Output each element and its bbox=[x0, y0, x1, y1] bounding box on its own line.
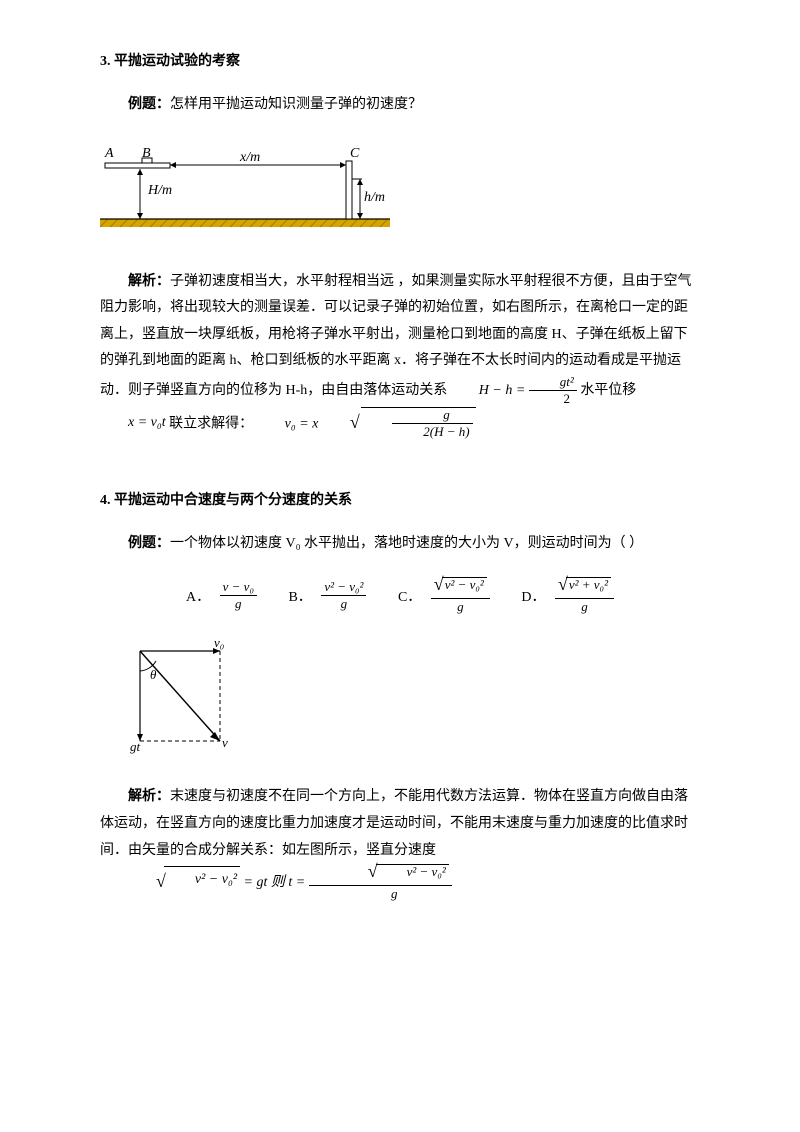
section4-title: 4. 平抛运动中合速度与两个分速度的关系 bbox=[100, 489, 700, 509]
eq-fall-lhs: H − h = bbox=[479, 383, 526, 398]
section4-diagram: v₀ gt v θ bbox=[130, 639, 700, 764]
column bbox=[346, 161, 352, 219]
H-arrow-top bbox=[137, 169, 143, 175]
diagram1-svg: A B C H/m x/m h/m bbox=[100, 139, 390, 239]
eq-fall-num: gt² bbox=[529, 375, 577, 391]
label-B: B bbox=[142, 146, 151, 161]
problem-text-4: 一个物体以初速度 V₀ 水平抛出，落地时速度的大小为 V，则运动时间为（ ） bbox=[170, 536, 643, 551]
opt-B-label: B． bbox=[288, 590, 311, 605]
theta-label: θ bbox=[150, 667, 157, 682]
analysis-text-2: 水平位移 bbox=[580, 383, 636, 398]
label-h: h/m bbox=[364, 190, 385, 205]
v-label: v bbox=[222, 735, 228, 750]
opt-D-num: v² + v₀² bbox=[566, 577, 611, 592]
option-B: B． v² − v₀²g bbox=[288, 580, 366, 612]
opt-D-den: g bbox=[555, 599, 614, 614]
h-arrow-bot bbox=[357, 213, 363, 219]
analysis-text-4: 末速度与初速度不在同一个方向上，不能用代数方法运算．物体在竖直方向做自由落体运动… bbox=[100, 789, 688, 857]
analysis-text-1: 子弹初速度相当大，水平射程相当远 ，如果测量实际水平射程很不方便，且由于空气阻力… bbox=[100, 274, 692, 398]
opt-B-num: v² − v₀² bbox=[321, 580, 366, 596]
gt-label: gt bbox=[130, 739, 141, 754]
v-arrow bbox=[210, 732, 220, 741]
section3-title: 3. 平抛运动试验的考察 bbox=[100, 50, 700, 70]
eq-v0: v₀ = x g 2(H − h) bbox=[257, 407, 476, 441]
analysis-label-4: 解析： bbox=[128, 789, 170, 804]
H-arrow-bot bbox=[137, 213, 143, 219]
opt-A-num: v − v₀ bbox=[220, 580, 257, 596]
eq-vy-rhs: = gt 则 t = bbox=[244, 875, 309, 890]
eq-v0-sqrt: g 2(H − h) bbox=[322, 407, 476, 441]
x-arrow-l bbox=[170, 162, 176, 168]
opt-A-label: A． bbox=[186, 590, 210, 605]
label-x: x/m bbox=[239, 150, 260, 165]
eq-fall-den: 2 bbox=[529, 391, 577, 406]
eq-vy-sqrt: v² − v₀² bbox=[164, 866, 240, 894]
analysis-label: 解析： bbox=[128, 274, 170, 289]
section4-problem: 例题：一个物体以初速度 V₀ 水平抛出，落地时速度的大小为 V，则运动时间为（ … bbox=[100, 531, 700, 558]
section4-analysis: 解析：末速度与初速度不在同一个方向上，不能用代数方法运算．物体在竖直方向做自由落… bbox=[100, 784, 700, 901]
opt-C-num: v² − v₀² bbox=[442, 577, 487, 592]
opt-C-den: g bbox=[431, 599, 490, 614]
eq-fall: H − h = gt² 2 bbox=[451, 375, 577, 407]
x-arrow-r bbox=[340, 162, 346, 168]
eq-t-num: v² − v₀² bbox=[376, 864, 449, 879]
eq-t-den: g bbox=[309, 886, 452, 901]
platform bbox=[105, 163, 170, 168]
option-A: A． v − v₀g bbox=[186, 580, 257, 612]
eq-fall-frac: gt² 2 bbox=[529, 375, 577, 407]
options-row: A． v − v₀g B． v² − v₀²g C． v² − v₀²g D． … bbox=[100, 577, 700, 614]
option-D: D． v² + v₀² g bbox=[521, 577, 614, 614]
option-C: C． v² − v₀² g bbox=[398, 577, 490, 614]
h-arrow-top bbox=[357, 179, 363, 185]
opt-B-den: g bbox=[321, 596, 366, 611]
problem-label-4: 例题： bbox=[128, 536, 170, 551]
v0-label: v₀ bbox=[214, 639, 224, 650]
analysis-text-3: 联立求解得： bbox=[169, 416, 253, 431]
spacer bbox=[100, 461, 700, 489]
eq-v0-num: g bbox=[392, 408, 472, 424]
diagram2-svg: v₀ gt v θ bbox=[130, 639, 250, 759]
eq-x: x = v₀t bbox=[100, 410, 166, 437]
label-C: C bbox=[350, 146, 360, 161]
label-H: H/m bbox=[147, 183, 172, 198]
problem-label: 例题： bbox=[128, 97, 170, 112]
label-A: A bbox=[104, 146, 114, 161]
opt-C-label: C． bbox=[398, 590, 421, 605]
problem-text: 怎样用平抛运动知识测量子弹的初速度？ bbox=[170, 97, 422, 112]
eq-vy: v² − v₀² = gt 则 t = v² − v₀² g bbox=[100, 864, 452, 901]
page: 3. 平抛运动试验的考察 例题：怎样用平抛运动知识测量子弹的初速度？ bbox=[0, 0, 800, 961]
v-line bbox=[140, 651, 220, 741]
opt-A-den: g bbox=[220, 596, 257, 611]
section3-problem: 例题：怎样用平抛运动知识测量子弹的初速度？ bbox=[100, 92, 700, 119]
eq-v0-den: 2(H − h) bbox=[392, 424, 472, 439]
section3-analysis: 解析：子弹初速度相当大，水平射程相当远 ，如果测量实际水平射程很不方便，且由于空… bbox=[100, 269, 700, 441]
opt-D-label: D． bbox=[521, 590, 545, 605]
eq-v0-lhs: v₀ = x bbox=[285, 416, 319, 431]
section3-diagram: A B C H/m x/m h/m bbox=[100, 139, 700, 244]
